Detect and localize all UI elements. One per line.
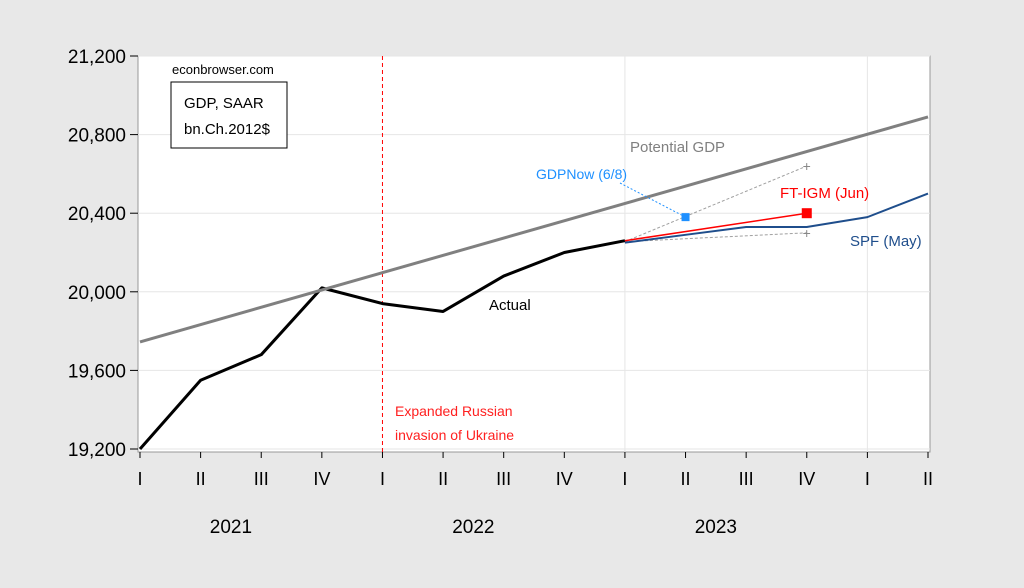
potential-gdp-line [139, 115, 929, 344]
x-tick-label: I [622, 469, 627, 489]
gdpnow-point [681, 213, 690, 222]
x-year-label: 2021 [210, 517, 252, 538]
x-tick-label: III [496, 469, 511, 489]
ft-igm-lower-marker: + [803, 225, 811, 241]
label-gdpnow: GDPNow (6/8) [536, 166, 627, 182]
units-line-2: bn.Ch.2012$ [184, 121, 271, 138]
site-label: econbrowser.com [172, 62, 274, 77]
x-tick-label: III [739, 469, 754, 489]
x-tick-label: II [681, 469, 691, 489]
x-tick-label: IV [313, 469, 330, 489]
y-tick-label: 21,200 [68, 47, 126, 68]
units-box [170, 81, 288, 149]
x-tick-label: I [380, 469, 385, 489]
y-tick-label: 20,400 [68, 204, 126, 225]
spf-line [624, 192, 929, 244]
ft-igm-lower-line [624, 232, 807, 243]
x-tick-label: I [137, 469, 142, 489]
units-line-1: GDP, SAAR [184, 95, 264, 112]
x-tick-label: II [923, 469, 933, 489]
x-year-label: 2022 [452, 517, 494, 538]
ft-igm-upper-line [624, 165, 807, 243]
label-actual: Actual [489, 297, 531, 314]
x-tick-label: IV [556, 469, 573, 489]
label-ft-igm: FT-IGM (Jun) [780, 185, 869, 202]
event-label-2: invasion of Ukraine [395, 427, 514, 443]
ft-igm-upper-marker: + [803, 158, 811, 174]
actual-line [138, 239, 626, 450]
y-tick-label: 19,600 [68, 361, 126, 382]
label-spf: SPF (May) [850, 233, 922, 250]
x-tick-label: II [196, 469, 206, 489]
event-label-1: Expanded Russian [395, 403, 513, 419]
x-tick-label: IV [798, 469, 815, 489]
ft-igm-point [801, 208, 812, 219]
ft-igm-line [624, 212, 807, 242]
x-tick-label: II [438, 469, 448, 489]
y-tick-label: 20,000 [68, 283, 126, 304]
gdpnow-leader-line [619, 182, 686, 218]
label-potential-gdp: Potential GDP [630, 139, 725, 156]
y-tick-label: 19,200 [68, 440, 126, 461]
x-tick-label: III [254, 469, 269, 489]
x-year-label: 2023 [695, 517, 737, 538]
x-tick-label: I [865, 469, 870, 489]
y-tick-label: 20,800 [68, 126, 126, 147]
